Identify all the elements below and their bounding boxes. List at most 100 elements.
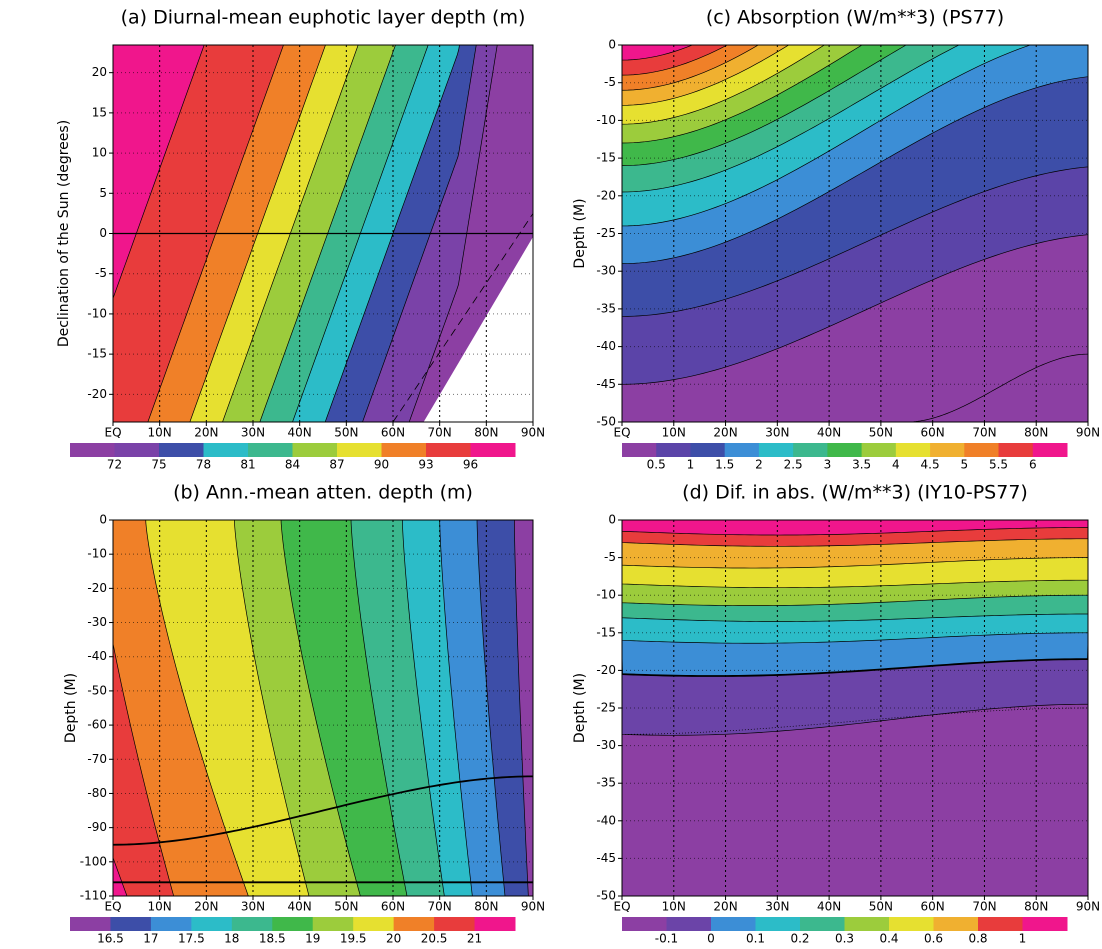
colorbar-label: 4 bbox=[892, 458, 900, 472]
y-tick-label: -60 bbox=[87, 718, 107, 732]
colorbar-label: 6 bbox=[1029, 458, 1037, 472]
colorbar-box bbox=[114, 443, 160, 457]
colorbar-box bbox=[337, 443, 382, 457]
y-tick-label: -45 bbox=[596, 377, 616, 391]
colorbar-label: 0 bbox=[707, 932, 715, 946]
colorbar-box bbox=[381, 443, 427, 457]
colorbar-box bbox=[353, 917, 395, 931]
plot-frame bbox=[112, 44, 534, 423]
y-tick-label: 0 bbox=[608, 513, 616, 527]
colorbar-box bbox=[70, 443, 115, 457]
colorbar-box bbox=[393, 917, 435, 931]
colorbar-label: 84 bbox=[285, 458, 300, 472]
colorbar-label: 1.5 bbox=[715, 458, 734, 472]
x-tick-label: 60N bbox=[921, 426, 945, 440]
x-tick-label: 90N bbox=[521, 900, 545, 914]
x-tick-label: 90N bbox=[1076, 426, 1100, 440]
contour-band bbox=[113, 856, 128, 896]
x-tick-label: 50N bbox=[869, 426, 893, 440]
y-tick-label: 0 bbox=[608, 38, 616, 52]
y-tick-label: 5 bbox=[99, 186, 107, 200]
colorbar-box bbox=[666, 917, 712, 931]
colorbar-box bbox=[656, 443, 691, 457]
colorbar-label: 18 bbox=[224, 932, 239, 946]
colorbar-label: 20.5 bbox=[421, 932, 448, 946]
y-tick-label: -5 bbox=[604, 550, 616, 564]
y-tick-label: -25 bbox=[596, 226, 616, 240]
y-tick-label: -5 bbox=[604, 75, 616, 89]
colorbar-label: 2.5 bbox=[784, 458, 803, 472]
dashed-contour bbox=[392, 213, 533, 422]
chart-title: (b) Ann.-mean atten. depth (m) bbox=[173, 482, 473, 504]
x-tick-label: 60N bbox=[921, 900, 945, 914]
y-tick-label: -35 bbox=[596, 776, 616, 790]
colorbar-label: 3 bbox=[824, 458, 832, 472]
chart-title: (c) Absorption (W/m**3) (PS77) bbox=[706, 7, 1004, 29]
y-tick-label: -70 bbox=[87, 752, 107, 766]
colorbar-box bbox=[434, 917, 476, 931]
x-tick-label: 10N bbox=[662, 426, 686, 440]
x-tick-label: 60N bbox=[381, 426, 405, 440]
x-tick-label: 50N bbox=[334, 426, 358, 440]
x-tick-label: 80N bbox=[1024, 900, 1048, 914]
x-tick-label: 70N bbox=[428, 426, 452, 440]
colorbar-box bbox=[159, 443, 204, 457]
colorbar-box bbox=[248, 443, 293, 457]
colorbar-box bbox=[1022, 917, 1068, 931]
colorbar-box bbox=[622, 917, 667, 931]
colorbar-label: 96 bbox=[463, 458, 478, 472]
x-tick-label: 80N bbox=[474, 900, 498, 914]
colorbar-box bbox=[998, 443, 1034, 457]
colorbar-box bbox=[426, 443, 471, 457]
colorbar-label: 19.5 bbox=[340, 932, 367, 946]
x-tick-label: EQ bbox=[613, 426, 630, 440]
colorbar-label: 4.5 bbox=[921, 458, 940, 472]
colorbar-label: 81 bbox=[240, 458, 255, 472]
colorbar-box bbox=[861, 443, 897, 457]
y-tick-label: -15 bbox=[596, 625, 616, 639]
colorbar-label: 78 bbox=[196, 458, 211, 472]
y-tick-label: -100 bbox=[80, 854, 107, 868]
y-tick-label: -40 bbox=[596, 339, 616, 353]
colorbar-label: 2 bbox=[755, 458, 763, 472]
x-tick-label: 30N bbox=[765, 900, 789, 914]
colorbar-box bbox=[758, 443, 794, 457]
y-axis-label: Declination of the Sun (degrees) bbox=[56, 120, 72, 347]
colorbar-label: 0.2 bbox=[790, 932, 809, 946]
y-tick-label: -10 bbox=[87, 306, 107, 320]
x-tick-label: 70N bbox=[972, 426, 996, 440]
y-tick-label: -10 bbox=[596, 113, 616, 127]
chart-title: (d) Dif. in abs. (W/m**3) (IY10-PS77) bbox=[682, 482, 1028, 504]
y-tick-label: -80 bbox=[87, 786, 107, 800]
colorbar-box bbox=[203, 443, 249, 457]
colorbar-label: 0.8 bbox=[968, 932, 987, 946]
y-tick-label: -15 bbox=[596, 151, 616, 165]
colorbar-box bbox=[930, 443, 965, 457]
x-tick-label: 10N bbox=[148, 900, 172, 914]
y-tick-label: 15 bbox=[92, 105, 107, 119]
colorbar-box bbox=[793, 443, 828, 457]
colorbar-box bbox=[231, 917, 273, 931]
y-tick-label: -30 bbox=[87, 615, 107, 629]
y-tick-label: -25 bbox=[596, 701, 616, 715]
colorbar-label: 0.3 bbox=[835, 932, 854, 946]
x-tick-label: 70N bbox=[972, 900, 996, 914]
y-tick-label: -50 bbox=[596, 415, 616, 429]
colorbar-box bbox=[889, 917, 934, 931]
colorbar-box bbox=[827, 443, 863, 457]
colorbar-label: 1 bbox=[1019, 932, 1027, 946]
colorbar-box bbox=[474, 917, 516, 931]
colorbar-label: 90 bbox=[374, 458, 389, 472]
contour-band bbox=[622, 520, 1088, 536]
y-tick-label: -20 bbox=[87, 387, 107, 401]
colorbar-box bbox=[755, 917, 801, 931]
colorbar-box bbox=[800, 917, 845, 931]
y-tick-label: 10 bbox=[92, 146, 107, 160]
x-tick-label: 40N bbox=[817, 426, 841, 440]
colorbar-box bbox=[933, 917, 979, 931]
colorbar-label: 5.5 bbox=[989, 458, 1008, 472]
x-tick-label: EQ bbox=[104, 900, 121, 914]
y-tick-label: -40 bbox=[596, 813, 616, 827]
x-tick-label: 80N bbox=[1024, 426, 1048, 440]
